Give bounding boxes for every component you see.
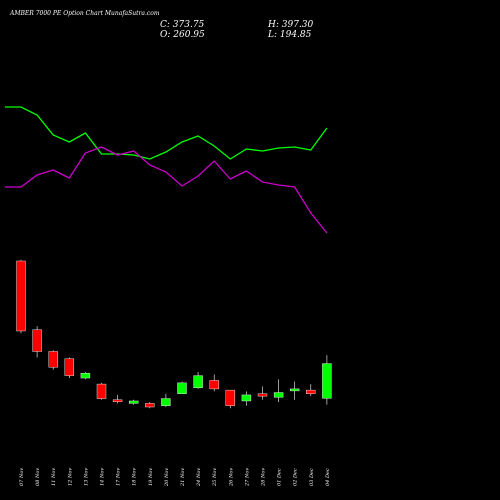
x-tick-label: 07 Nov — [19, 468, 25, 486]
candle-body-up — [177, 382, 187, 394]
close-value: C: 373.75 — [160, 20, 205, 30]
candle-body-down — [32, 329, 42, 352]
candle-14 — [241, 391, 252, 406]
x-tick-label: 25 Nov — [212, 468, 218, 487]
candle-11 — [193, 372, 203, 389]
x-tick-label: 17 Nov — [116, 468, 122, 486]
candle-body-down — [48, 351, 58, 368]
x-tick-label: 14 Nov — [100, 468, 106, 486]
candle-body-up — [273, 392, 284, 398]
candle-12 — [209, 374, 219, 392]
candle-19 — [322, 355, 332, 405]
candle-6 — [112, 394, 123, 404]
candle-body-up — [161, 398, 171, 406]
candle-body-up — [241, 394, 252, 402]
high-value: H: 397.30 — [267, 20, 314, 30]
magenta-indicator-line — [4, 146, 328, 234]
candle-3 — [64, 357, 75, 379]
candle-17 — [290, 381, 300, 400]
x-tick-label: 03 Dec — [309, 468, 315, 486]
candle-body-up — [128, 400, 139, 404]
candle-2 — [48, 350, 58, 370]
candle-body-down — [257, 393, 268, 397]
open-value: O: 260.95 — [160, 30, 205, 40]
x-tick-label: 11 Nov — [51, 468, 57, 486]
candle-body-down — [96, 383, 107, 399]
indicator-lines — [4, 106, 328, 234]
candle-body-down — [209, 380, 219, 390]
candle-9 — [161, 393, 171, 407]
x-tick-label: 21 Nov — [180, 468, 186, 487]
candle-10 — [177, 381, 187, 394]
x-tick-label: 27 Nov — [244, 468, 250, 487]
candle-13 — [225, 389, 236, 409]
green-indicator-line — [4, 106, 328, 160]
x-tick-label: 08 Nov — [35, 468, 41, 486]
candle-7 — [128, 399, 139, 405]
candle-body-down — [112, 399, 123, 402]
x-tick-label: 18 Nov — [132, 468, 138, 486]
candle-4 — [80, 372, 91, 380]
candle-body-up — [290, 388, 300, 392]
low-value: L: 194.85 — [267, 30, 312, 40]
candle-body-down — [145, 403, 155, 408]
candle-body-down — [16, 260, 26, 332]
candle-8 — [145, 402, 155, 409]
x-tick-label: 01 Dec — [277, 468, 283, 486]
candle-body-down — [225, 389, 236, 406]
candle-16 — [273, 379, 284, 403]
candles — [16, 259, 332, 409]
candle-body-down — [64, 358, 75, 376]
candle-5 — [96, 382, 107, 400]
x-tick-label: 04 Dec — [325, 468, 331, 486]
x-tick-label: 24 Nov — [196, 468, 202, 487]
x-tick-label: 26 Nov — [228, 468, 234, 487]
candle-body-up — [322, 363, 332, 399]
candle-15 — [257, 386, 268, 400]
x-tick-label: 28 Nov — [261, 468, 267, 487]
candle-body-up — [193, 375, 203, 388]
chart-title: AMBER 7000 PE Option Chart MunafaSutra.c… — [9, 10, 160, 17]
candle-body-down — [306, 389, 316, 394]
candle-18 — [306, 384, 316, 397]
candle-1 — [32, 326, 42, 358]
x-tick-label: 20 Nov — [164, 468, 170, 487]
x-tick-label: 12 Nov — [67, 468, 73, 486]
candle-0 — [16, 259, 26, 334]
x-tick-label: 19 Nov — [148, 468, 154, 486]
x-tick-label: 13 Nov — [83, 468, 89, 486]
candle-body-up — [80, 373, 91, 379]
x-tick-label: 02 Dec — [293, 468, 299, 486]
x-axis-ticks: 07 Nov 08 Nov 11 Nov 12 Nov 13 Nov 14 Nov 17 N… — [19, 468, 331, 487]
